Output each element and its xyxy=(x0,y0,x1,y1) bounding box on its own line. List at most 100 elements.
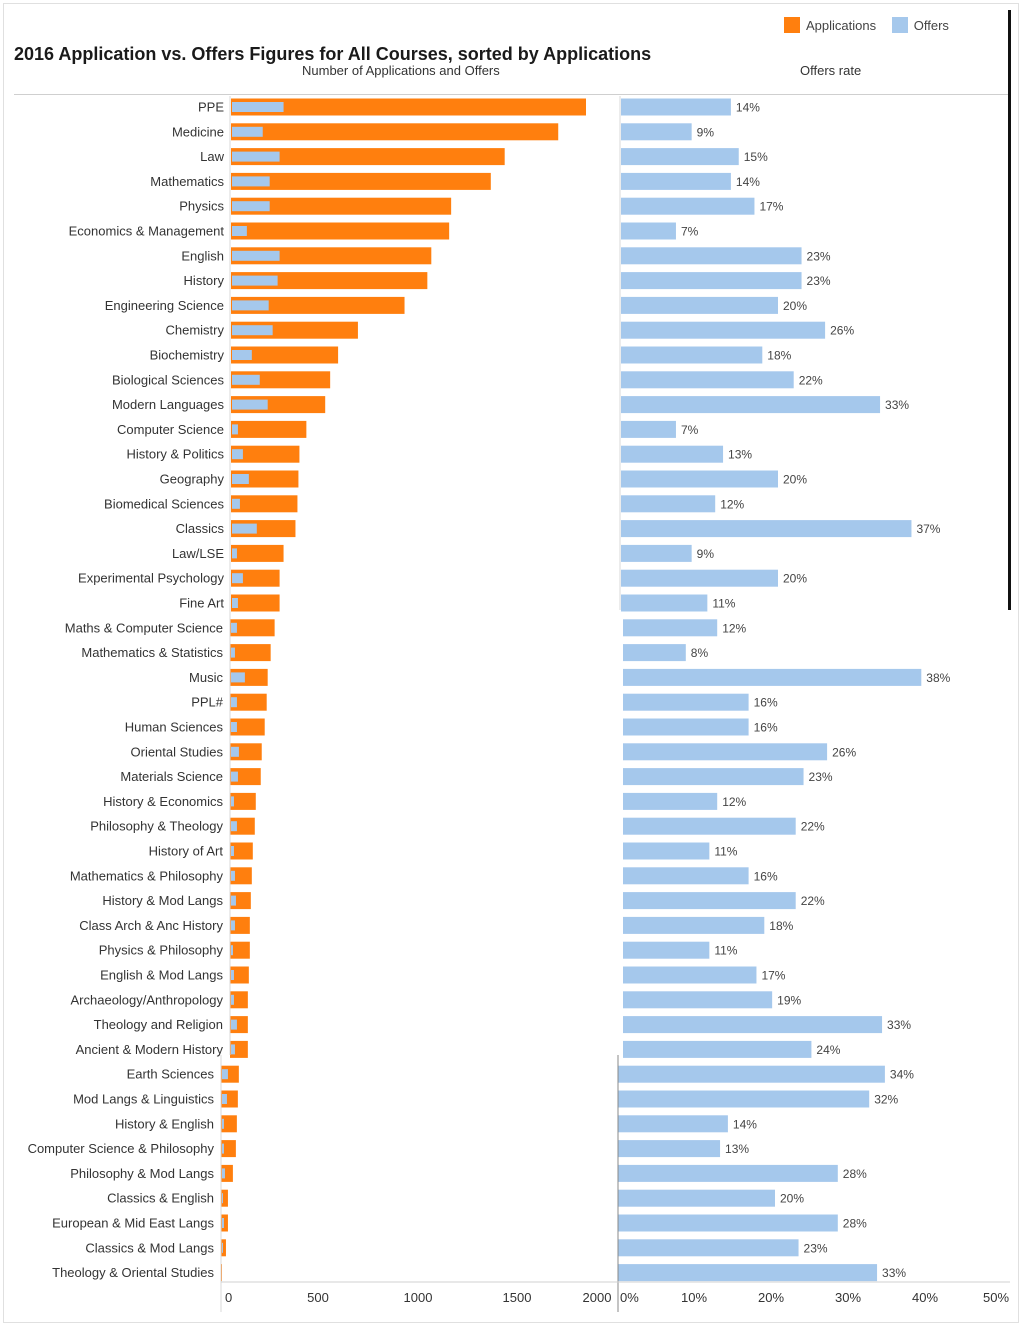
offers-rate-bar xyxy=(621,197,755,215)
offers-rate-label: 22% xyxy=(801,894,825,908)
offers-bar xyxy=(231,746,239,757)
offers-rate-bar xyxy=(623,693,749,711)
offers-bar xyxy=(232,151,280,162)
applications-bar xyxy=(230,792,256,810)
offers-bar xyxy=(232,424,238,435)
applications-bar xyxy=(231,172,491,190)
category-label: European & Mid East Langs xyxy=(52,1216,214,1231)
offers-rate-bar xyxy=(621,98,731,116)
category-label: History of Art xyxy=(149,844,224,859)
x-tick-label-applications: 1000 xyxy=(404,1290,433,1305)
applications-bar xyxy=(231,247,432,265)
applications-bar xyxy=(230,991,248,1009)
offers-bar xyxy=(231,622,237,633)
category-label: Medicine xyxy=(172,124,224,139)
category-label: Materials Science xyxy=(120,769,223,784)
offers-rate-label: 23% xyxy=(804,1241,828,1255)
offers-bar xyxy=(231,920,235,931)
offers-rate-label: 11% xyxy=(714,944,737,958)
offers-rate-bar xyxy=(618,1264,878,1282)
category-label: PPE xyxy=(198,100,224,115)
offers-rate-bar xyxy=(618,1214,838,1232)
offers-rate-bar xyxy=(621,123,692,141)
category-label: Biological Sciences xyxy=(112,372,225,387)
legend-swatch-offers xyxy=(891,17,908,33)
offers-rate-bar xyxy=(621,520,912,538)
offers-bar xyxy=(232,474,249,484)
offers-rate-bar xyxy=(623,941,710,959)
applications-bar xyxy=(221,1189,228,1207)
applications-bar xyxy=(231,272,428,290)
applications-bar xyxy=(230,644,271,662)
legend-item-offers[interactable]: Offers xyxy=(891,17,949,33)
legend-label-offers: Offers xyxy=(913,17,949,33)
offers-rate-label: 37% xyxy=(916,522,940,536)
offers-bar xyxy=(231,1019,237,1030)
offers-rate-label: 14% xyxy=(736,175,760,189)
category-label: Chemistry xyxy=(165,323,224,338)
applications-bar xyxy=(231,420,307,438)
offers-bar xyxy=(231,1044,235,1055)
offers-rate-bar xyxy=(621,420,676,438)
offers-bar xyxy=(222,1069,228,1080)
category-label: PPL# xyxy=(191,695,224,710)
offers-rate-bar xyxy=(618,1164,838,1182)
offers-rate-label: 24% xyxy=(816,1043,840,1057)
category-label: Law xyxy=(200,149,224,164)
offers-rate-bar xyxy=(623,966,757,984)
offers-rate-bar xyxy=(621,272,802,290)
offers-bar xyxy=(232,374,260,385)
category-label: Biomedical Sciences xyxy=(104,496,224,511)
category-label: Engineering Science xyxy=(105,298,224,313)
category-label: Mod Langs & Linguistics xyxy=(73,1092,214,1107)
offers-rate-label: 26% xyxy=(832,745,856,759)
legend-item-applications[interactable]: Applications xyxy=(784,17,876,33)
applications-bar xyxy=(230,867,252,885)
offers-bar xyxy=(231,771,238,782)
offers-bar xyxy=(231,796,234,807)
offers-rate-bar xyxy=(621,371,794,389)
offers-rate-label: 9% xyxy=(697,547,715,561)
offers-rate-bar xyxy=(618,1140,721,1158)
offers-rate-label: 28% xyxy=(843,1217,867,1231)
offers-rate-label: 33% xyxy=(882,1266,906,1280)
applications-bar xyxy=(231,445,300,463)
offers-rate-bar xyxy=(621,296,778,314)
applications-bar xyxy=(230,619,275,637)
offers-bar xyxy=(231,994,234,1005)
x-tick-label-applications: 2000 xyxy=(583,1290,612,1305)
offers-rate-label: 14% xyxy=(736,101,760,115)
offers-rate-bar xyxy=(623,644,686,662)
offers-rate-bar xyxy=(623,991,773,1009)
offers-rate-label: 11% xyxy=(714,845,737,859)
offers-bar xyxy=(232,201,270,212)
offers-rate-bar xyxy=(621,544,692,562)
offers-rate-label: 16% xyxy=(754,869,778,883)
category-label: Class Arch & Anc History xyxy=(79,918,223,933)
offers-rate-bar xyxy=(621,172,731,190)
category-label: Biochemistry xyxy=(150,348,225,363)
offers-rate-label: 26% xyxy=(830,324,854,338)
offers-rate-bar xyxy=(621,594,708,612)
offers-rate-label: 12% xyxy=(722,621,746,635)
offers-rate-label: 8% xyxy=(691,646,709,660)
offers-rate-label: 23% xyxy=(807,249,831,263)
offers-rate-bar xyxy=(621,445,724,463)
offers-rate-label: 12% xyxy=(720,497,744,511)
offers-rate-label: 15% xyxy=(744,150,768,164)
offers-rate-bar xyxy=(623,1016,883,1034)
offers-bar xyxy=(232,598,238,608)
offers-rate-bar xyxy=(623,892,796,910)
category-label: Physics & Philosophy xyxy=(99,943,224,958)
offers-bar xyxy=(232,399,268,410)
offers-bar xyxy=(222,1242,223,1253)
category-label: Classics xyxy=(176,521,225,536)
category-label: Ancient & Modern History xyxy=(76,1042,224,1057)
category-label: History & Politics xyxy=(126,447,224,462)
offers-rate-label: 11% xyxy=(712,597,735,611)
chart-title: 2016 Application vs. Offers Figures for … xyxy=(14,44,652,64)
applications-bar xyxy=(231,569,280,587)
offers-rate-label: 33% xyxy=(887,1018,911,1032)
offers-rate-label: 33% xyxy=(885,398,909,412)
category-label: Geography xyxy=(160,472,225,487)
